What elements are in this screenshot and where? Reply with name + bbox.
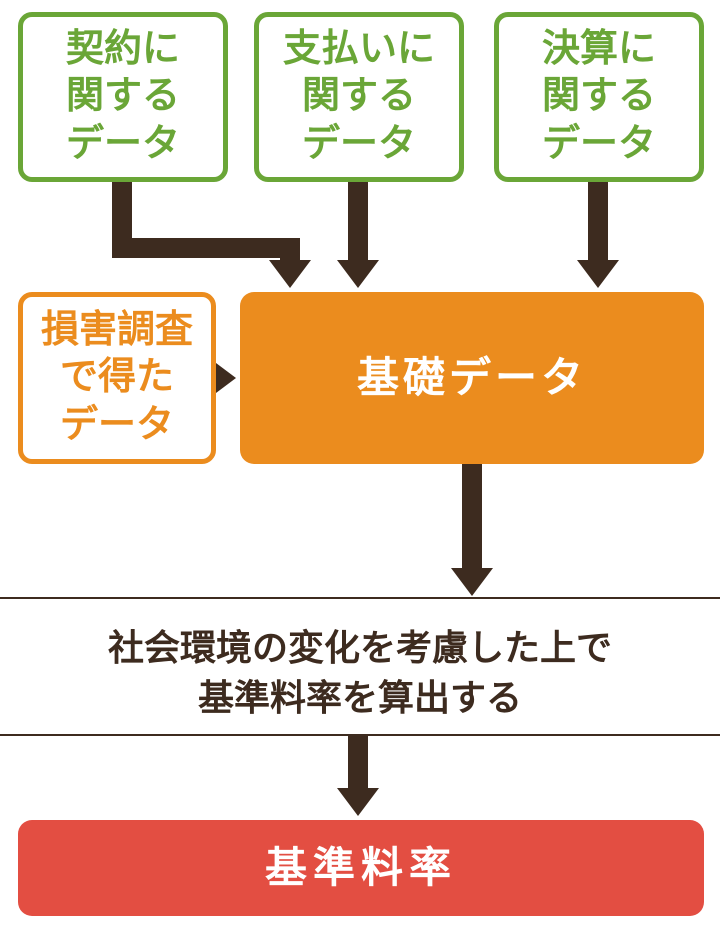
base-data-box: 基礎データ [240, 292, 704, 464]
divider-bottom [0, 734, 720, 736]
base-rate-box: 基準料率 [18, 820, 704, 916]
payment-data-box: 支払いに 関する データ [254, 12, 464, 182]
contract-data-box: 契約に 関する データ [18, 12, 228, 182]
settlement-data-box: 決算に 関する データ [494, 12, 704, 182]
mid-process-text: 社会環境の変化を考慮した上で 基準料率を算出する [0, 623, 720, 724]
survey-data-box: 損害調査 で得た データ [18, 292, 216, 464]
divider-top [0, 597, 720, 599]
